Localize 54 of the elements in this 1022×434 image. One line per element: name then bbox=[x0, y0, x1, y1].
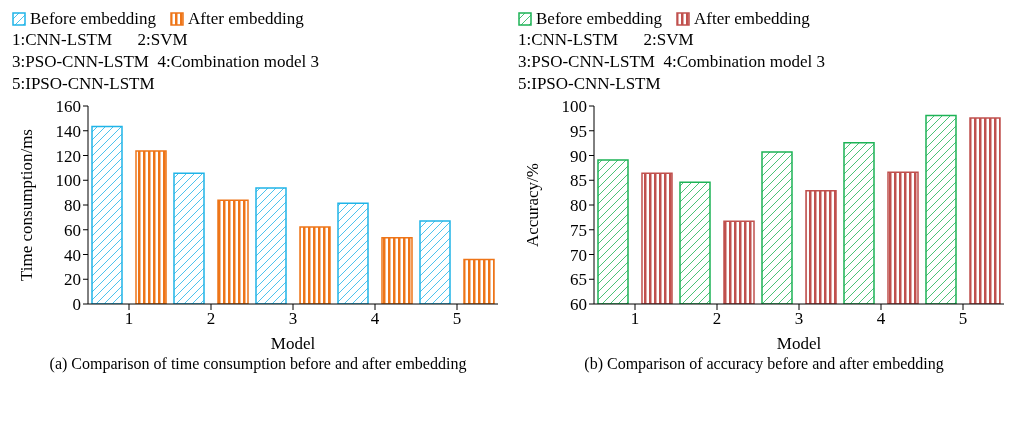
x-tick-label: 5 bbox=[958, 309, 968, 329]
text: 1:CNN-LSTM 2:SVM bbox=[517, 30, 695, 51]
legend-label: Before embedding bbox=[30, 9, 157, 29]
bar bbox=[419, 220, 451, 304]
bar bbox=[91, 125, 123, 304]
bar bbox=[173, 172, 205, 304]
y-axis-title: Accuracy/% bbox=[523, 162, 543, 248]
legend-label: After embedding bbox=[694, 9, 810, 29]
x-axis-title: Model bbox=[270, 334, 316, 353]
x-tick-label: 3 bbox=[288, 309, 298, 329]
y-tick-label: 60 bbox=[64, 220, 81, 240]
bar bbox=[135, 150, 167, 304]
x-tick-label: 4 bbox=[876, 309, 886, 329]
y-tick-label: 160 bbox=[55, 97, 81, 117]
y-tick-label: 100 bbox=[55, 171, 81, 191]
y-tick-label: 80 bbox=[570, 196, 587, 216]
text: 5:IPSO-CNN-LSTM bbox=[11, 74, 156, 95]
bar bbox=[299, 226, 331, 304]
bar bbox=[217, 199, 249, 304]
text: 1:CNN-LSTM 2:SVM bbox=[11, 30, 189, 51]
y-tick-label: 60 bbox=[570, 295, 587, 315]
text: (a) Comparison of time consumption before and after embedding bbox=[48, 354, 468, 373]
text: 3:PSO-CNN-LSTM 4:Combination model 3 bbox=[517, 52, 826, 73]
y-tick-label: 40 bbox=[64, 245, 81, 265]
bar bbox=[337, 202, 369, 304]
y-tick-label: 80 bbox=[64, 196, 81, 216]
y-tick-label: 75 bbox=[570, 220, 587, 240]
x-tick-label: 1 bbox=[124, 309, 134, 329]
x-tick-label: 4 bbox=[370, 309, 380, 329]
x-tick-label: 3 bbox=[794, 309, 804, 329]
legend-label: After embedding bbox=[188, 9, 304, 29]
y-tick-label: 95 bbox=[570, 121, 587, 141]
y-tick-label: 90 bbox=[570, 146, 587, 166]
x-axis-title: Model bbox=[776, 334, 822, 353]
y-tick-label: 100 bbox=[561, 97, 587, 117]
x-tick-label: 1 bbox=[630, 309, 640, 329]
x-tick-label: 5 bbox=[452, 309, 462, 329]
y-axis-title: Time consumption/ms bbox=[17, 129, 37, 281]
x-tick-label: 2 bbox=[206, 309, 216, 329]
y-tick-label: 85 bbox=[570, 171, 587, 191]
bar bbox=[255, 187, 287, 304]
x-tick-label: 2 bbox=[712, 309, 722, 329]
y-tick-label: 140 bbox=[55, 121, 81, 141]
y-tick-label: 70 bbox=[570, 245, 587, 265]
y-tick-label: 120 bbox=[55, 146, 81, 166]
legend-label: Before embedding bbox=[536, 9, 663, 29]
text: (b) Comparison of accuracy before and after embedding bbox=[583, 354, 945, 373]
bar bbox=[463, 258, 495, 304]
text: 3:PSO-CNN-LSTM 4:Combination model 3 bbox=[11, 52, 320, 73]
y-tick-label: 65 bbox=[570, 270, 587, 290]
bar bbox=[381, 237, 413, 304]
y-tick-label: 20 bbox=[64, 270, 81, 290]
text: 5:IPSO-CNN-LSTM bbox=[517, 74, 662, 95]
y-tick-label: 0 bbox=[72, 295, 81, 315]
